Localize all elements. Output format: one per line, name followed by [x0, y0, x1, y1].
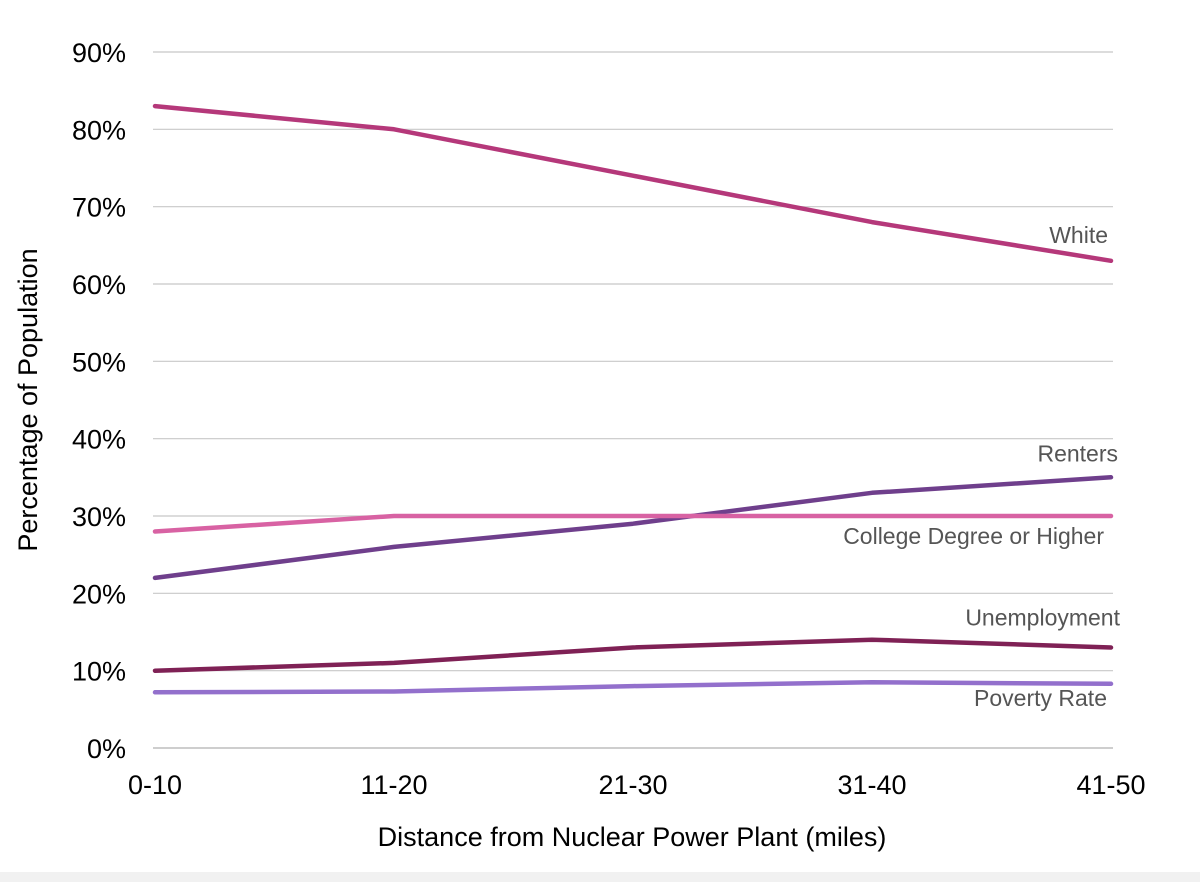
y-tick-label: 50%	[72, 347, 126, 377]
x-axis-title: Distance from Nuclear Power Plant (miles…	[378, 822, 887, 852]
y-tick-label: 80%	[72, 115, 126, 145]
y-tick-label: 0%	[87, 734, 126, 764]
y-tick-label: 90%	[72, 38, 126, 68]
x-tick-label: 0-10	[128, 770, 182, 800]
series-label-college-degree-or-higher: College Degree or Higher	[843, 523, 1104, 549]
gridlines	[153, 51, 1113, 749]
series-line-poverty-rate	[152, 680, 1114, 695]
y-tick-label: 40%	[72, 425, 126, 455]
y-axis-title: Percentage of Population	[13, 248, 43, 551]
series-line-renters	[152, 475, 1114, 581]
y-tick-label: 30%	[72, 502, 126, 532]
series-label-white: White	[1049, 222, 1108, 248]
y-tick-label: 70%	[72, 193, 126, 223]
series-label-poverty-rate: Poverty Rate	[974, 685, 1107, 711]
y-tick-label: 60%	[72, 270, 126, 300]
y-tick-label: 10%	[72, 657, 126, 687]
x-tick-label: 11-20	[360, 770, 427, 800]
series-line-college-degree-or-higher	[152, 513, 1114, 534]
series-label-renters: Renters	[1037, 440, 1118, 466]
bottom-band	[0, 872, 1200, 882]
y-axis-ticks: 0% 10% 20% 30% 40% 50% 60% 70% 80% 90%	[72, 38, 126, 764]
y-tick-label: 20%	[72, 579, 126, 609]
series-line-white	[152, 103, 1114, 264]
x-tick-label: 41-50	[1076, 770, 1145, 800]
series-label-unemployment: Unemployment	[965, 604, 1120, 630]
series-lines	[152, 103, 1114, 695]
x-tick-label: 31-40	[837, 770, 906, 800]
series-labels: White Renters College Degree or Higher Unem…	[843, 222, 1120, 711]
x-tick-label: 21-30	[598, 770, 667, 800]
series-line-unemployment	[152, 637, 1114, 673]
x-axis-ticks: 0-10 11-20 21-30 31-40 41-50	[128, 770, 1146, 800]
